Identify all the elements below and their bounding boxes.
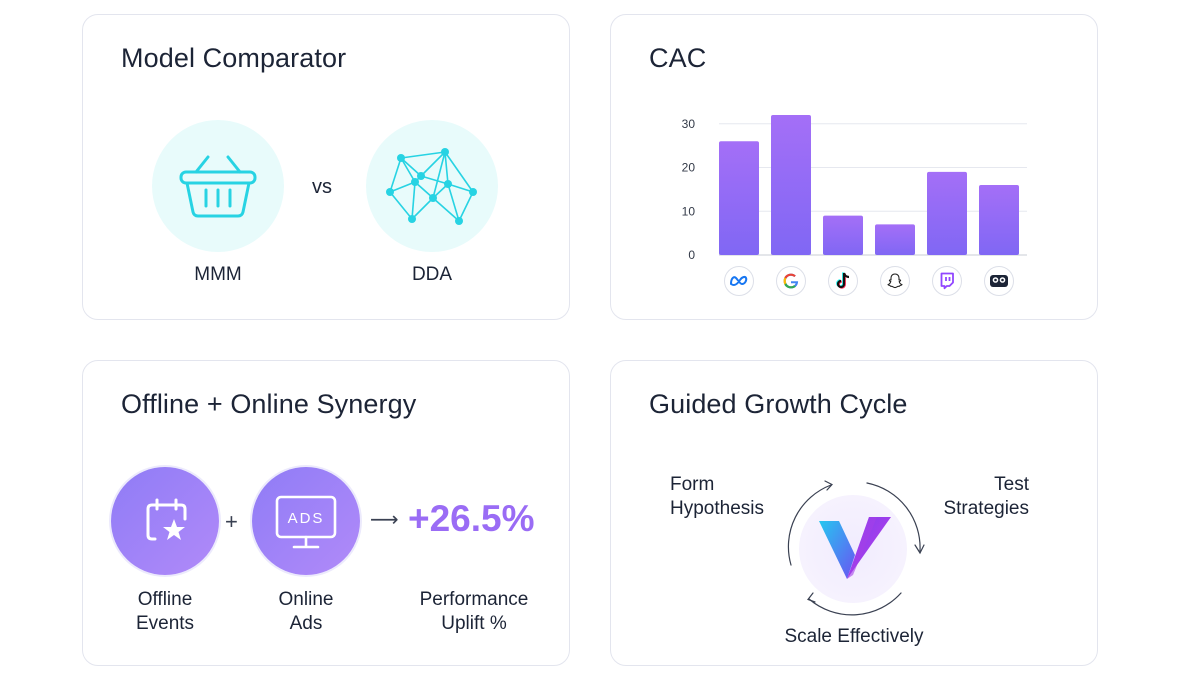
ads-text: ADS xyxy=(288,510,325,527)
meta-icon xyxy=(730,275,748,287)
card-title: Model Comparator xyxy=(121,43,347,73)
offline-label-line-1: Offline xyxy=(137,589,193,610)
platform-tiktok[interactable] xyxy=(828,266,858,296)
offline-events-circle[interactable] xyxy=(111,467,219,575)
google-icon xyxy=(783,273,799,289)
online-label-line-1: Online xyxy=(278,589,334,610)
twitch-icon xyxy=(940,272,954,290)
arrow-right-icon: ⟶ xyxy=(370,509,399,531)
platform-other[interactable] xyxy=(984,266,1014,296)
brand-v-logo-icon xyxy=(819,517,891,579)
form-hypothesis-line-2: Hypothesis xyxy=(670,498,764,519)
bar-meta[interactable] xyxy=(719,141,759,255)
y-tick-label: 10 xyxy=(682,204,696,218)
test-strategies-line-1: Test xyxy=(994,474,1029,495)
platform-google[interactable] xyxy=(776,266,806,296)
bar-google[interactable] xyxy=(771,115,811,255)
calendar-star-icon xyxy=(146,498,187,541)
synergy-card: Offline + Online Synergy + ADS ⟶ +26.5% … xyxy=(82,360,570,666)
platform-twitch[interactable] xyxy=(932,266,962,296)
plus-sign: + xyxy=(225,509,238,534)
card-title: Guided Growth Cycle xyxy=(649,389,908,419)
test-strategies-line-2: Strategies xyxy=(943,498,1029,519)
basket-icon xyxy=(179,155,257,218)
online-ads-circle[interactable]: ADS xyxy=(252,467,360,575)
cac-bar-chart: 0 10 20 30 xyxy=(682,115,1027,262)
bar-snapchat[interactable] xyxy=(875,224,915,255)
bar-tiktok[interactable] xyxy=(823,215,863,255)
platform-meta[interactable] xyxy=(724,266,754,296)
growth-cycle-card: Guided Growth Cycle xyxy=(610,360,1098,666)
ads-monitor-icon: ADS xyxy=(275,495,337,549)
cac-card: CAC 0 10 20 30 xyxy=(610,14,1098,320)
bar-twitch[interactable] xyxy=(927,171,967,255)
dda-circle[interactable] xyxy=(366,120,498,252)
dda-label: DDA xyxy=(411,264,453,285)
bar-other[interactable] xyxy=(979,185,1019,255)
snapchat-icon xyxy=(887,273,903,289)
mmm-circle[interactable] xyxy=(152,120,284,252)
form-hypothesis-line-1: Form xyxy=(670,474,715,495)
online-label-line-2: Ads xyxy=(289,613,323,634)
y-tick-label: 0 xyxy=(688,248,695,262)
uplift-value: +26.5% xyxy=(408,498,535,539)
uplift-label-line-1: Performance xyxy=(419,589,529,610)
mmm-label: MMM xyxy=(194,264,242,285)
offline-label-line-2: Events xyxy=(135,613,195,634)
y-tick-label: 20 xyxy=(682,161,696,175)
scale-effectively-label: Scale Effectively xyxy=(784,626,924,647)
tiktok-icon xyxy=(836,272,850,289)
other-channel-icon xyxy=(990,275,1008,287)
card-title: Offline + Online Synergy xyxy=(121,389,417,419)
card-title: CAC xyxy=(649,43,707,73)
model-comparator-card: Model Comparator vs xyxy=(82,14,570,320)
y-tick-label: 30 xyxy=(682,117,696,131)
vs-label: vs xyxy=(312,176,332,198)
network-icon xyxy=(386,148,477,225)
uplift-label-line-2: Uplift % xyxy=(441,613,507,634)
platform-snapchat[interactable] xyxy=(880,266,910,296)
